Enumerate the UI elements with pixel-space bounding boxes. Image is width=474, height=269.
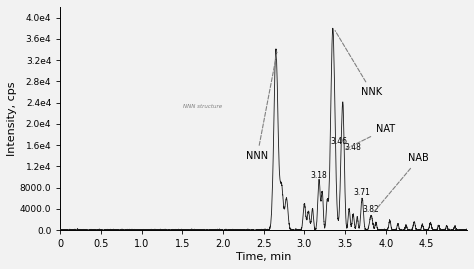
Text: NAT: NAT [345, 124, 395, 149]
Text: NNN structure: NNN structure [183, 104, 222, 109]
Text: 3.71: 3.71 [354, 188, 371, 197]
Y-axis label: Intensity, cps: Intensity, cps [7, 81, 17, 156]
Text: NAB: NAB [373, 154, 429, 213]
Text: 3.82: 3.82 [363, 205, 380, 214]
Text: NNN: NNN [246, 52, 277, 161]
Text: 3.18: 3.18 [310, 171, 328, 180]
Text: 3.48: 3.48 [344, 143, 361, 151]
Text: NNK: NNK [335, 31, 383, 97]
Text: 3.46: 3.46 [331, 137, 348, 146]
X-axis label: Time, min: Time, min [236, 252, 292, 262]
